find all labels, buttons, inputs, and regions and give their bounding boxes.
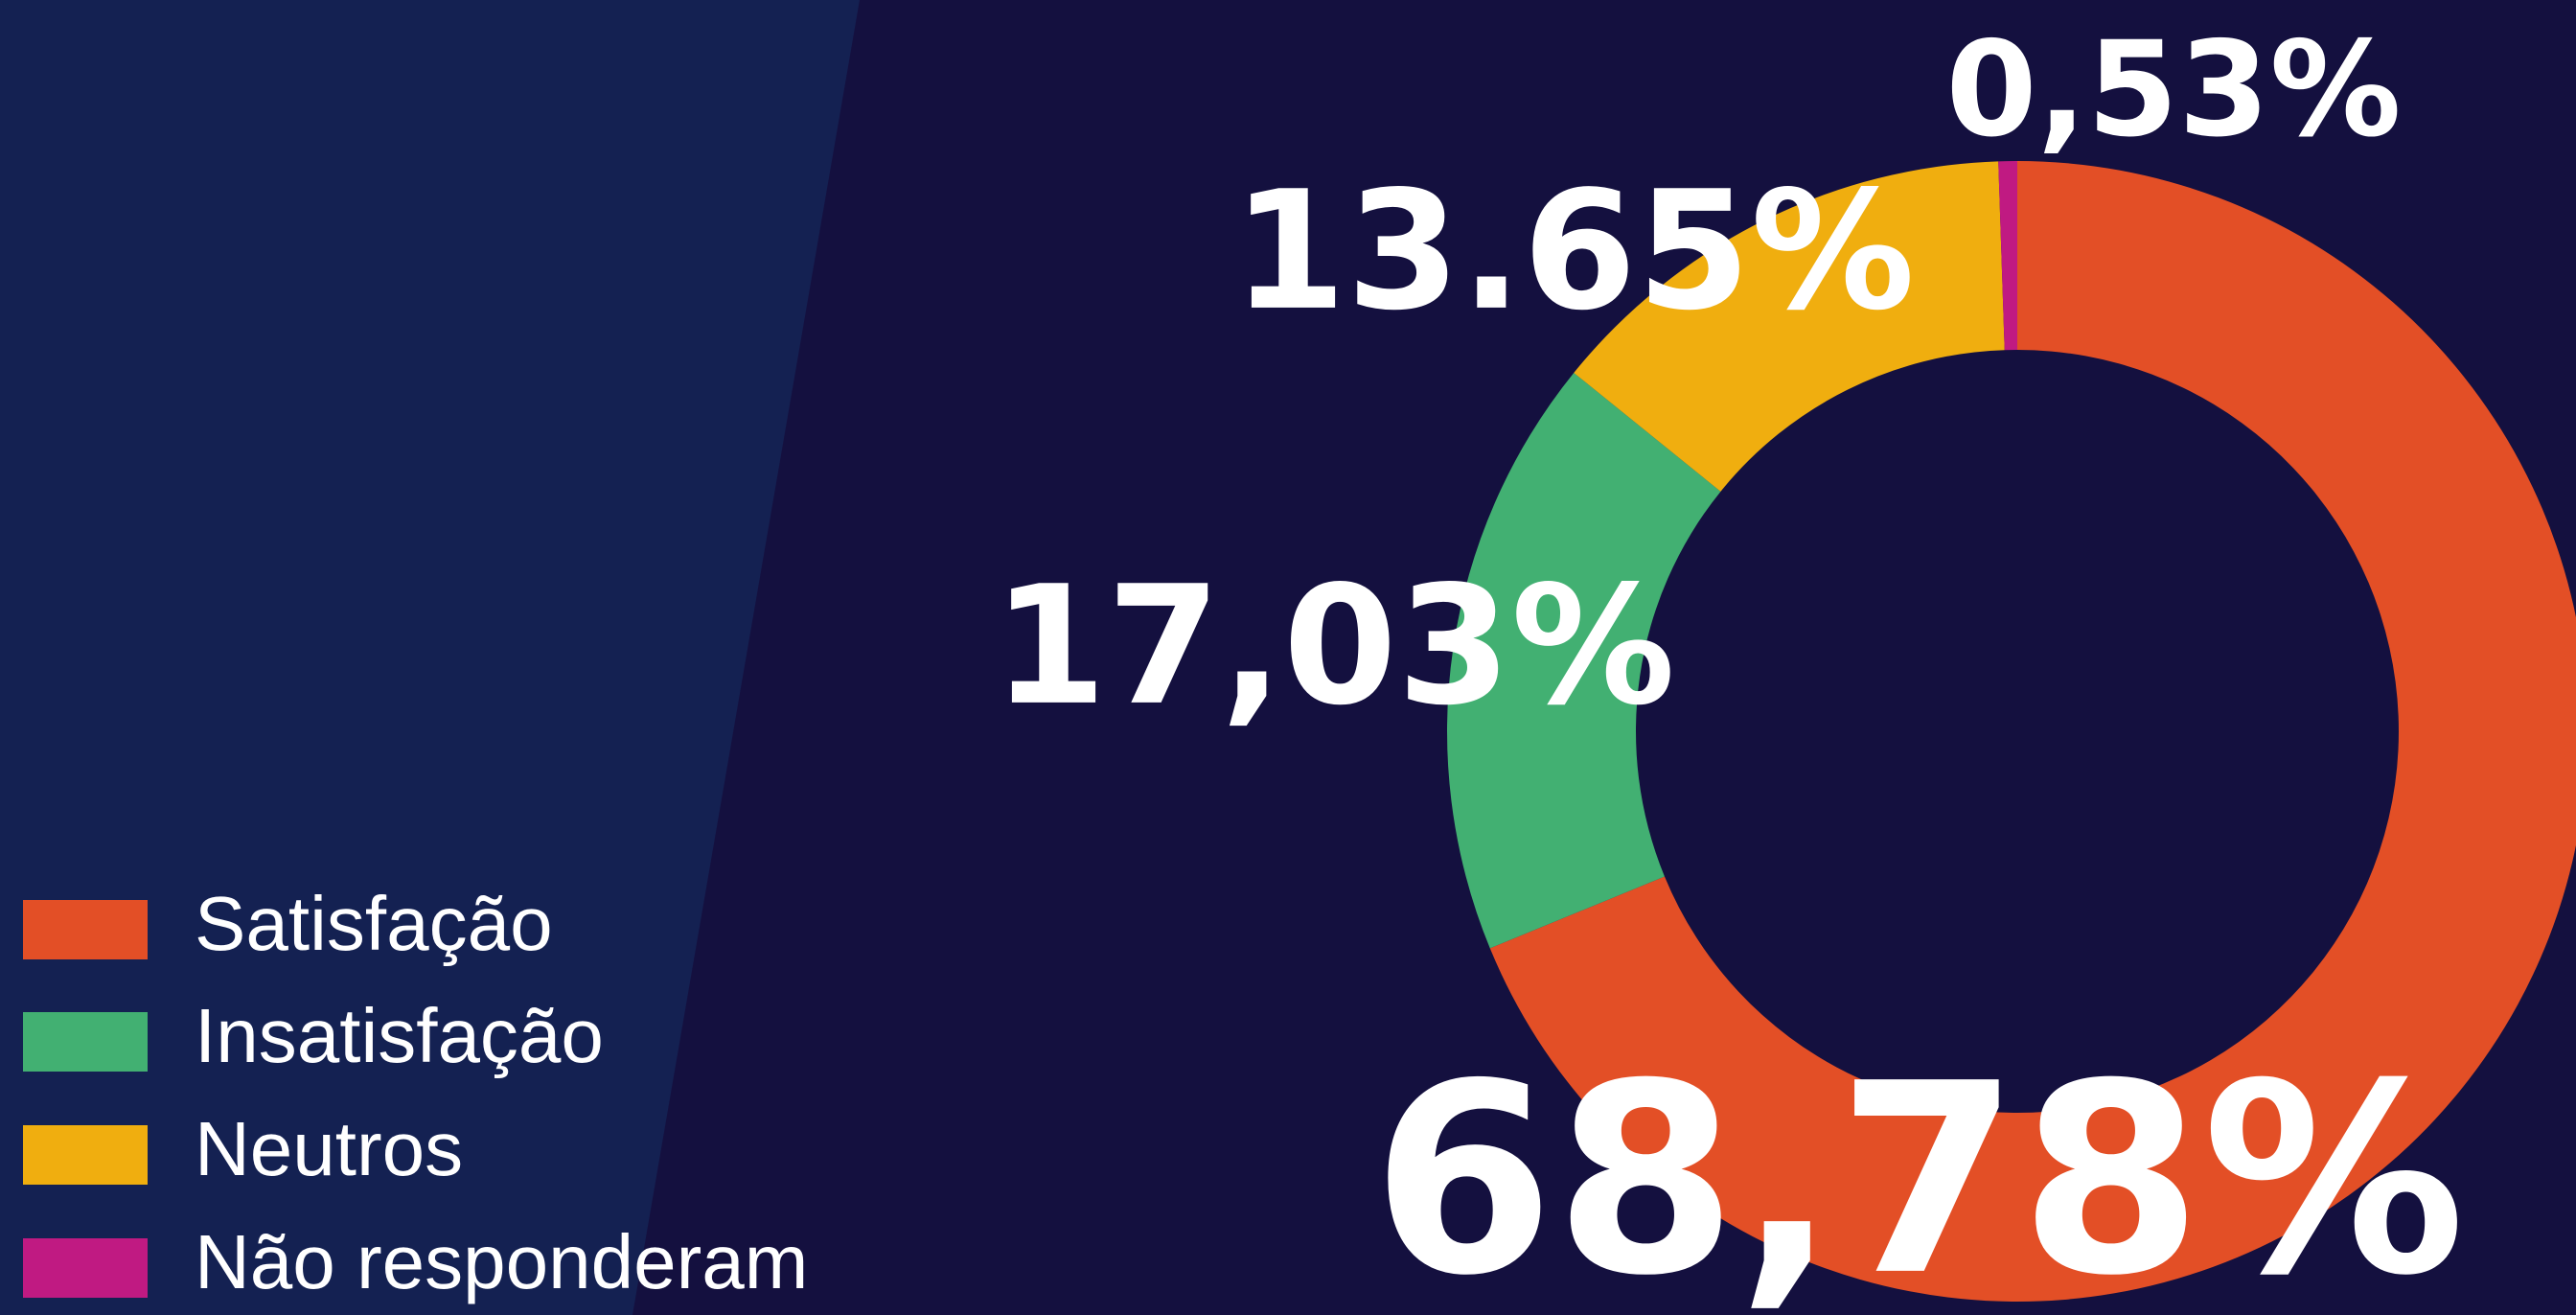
legend-label: Neutros — [195, 1106, 463, 1191]
slice — [1447, 372, 1721, 949]
legend-label: Insatisfação — [195, 993, 604, 1078]
value-label: 0,53% — [1945, 14, 2401, 167]
side-panel — [0, 0, 860, 1315]
legend-swatch — [23, 900, 148, 959]
value-label: 68,78% — [1371, 1027, 2465, 1315]
legend-swatch — [23, 1125, 148, 1185]
legend-label: Satisfação — [195, 881, 553, 966]
legend-swatch — [23, 1012, 148, 1072]
slice — [1574, 161, 2005, 492]
value-label: 17,03% — [993, 551, 1675, 742]
legend-label: Não responderam — [195, 1219, 808, 1304]
slice — [1489, 161, 2576, 1302]
value-label: 13.65% — [1232, 156, 1915, 347]
slice — [1998, 161, 2017, 351]
legend-swatch — [23, 1238, 148, 1298]
